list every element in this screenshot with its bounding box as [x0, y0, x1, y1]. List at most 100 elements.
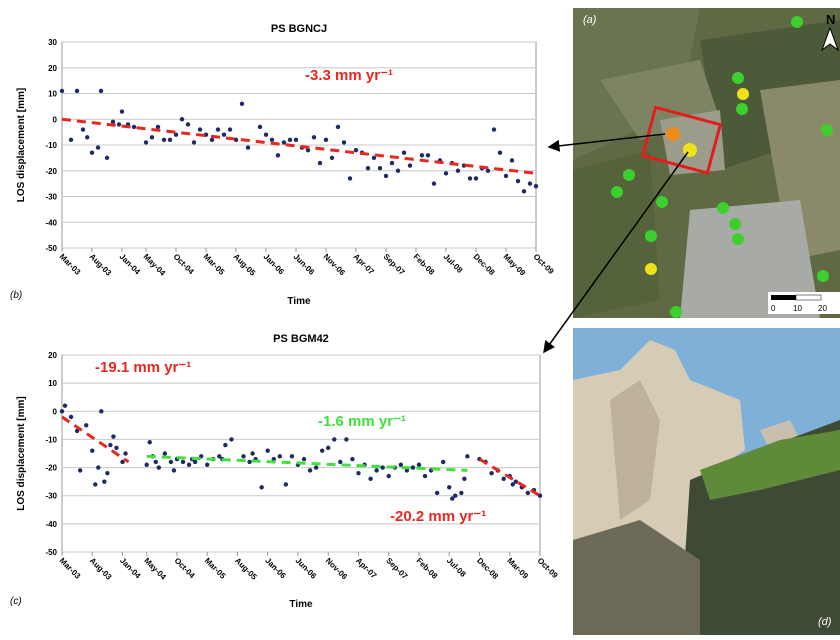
y-tick-label: 0: [53, 115, 58, 124]
data-point: [116, 122, 122, 127]
y-axis-label: LOS displacement [mm]: [16, 396, 27, 510]
x-tick-label: Mar-05: [202, 252, 227, 277]
data-point: [341, 140, 347, 145]
x-tick-label: Aug-05: [233, 556, 259, 582]
data-point: [74, 428, 80, 434]
data-point: [525, 490, 531, 496]
data-point: [410, 465, 416, 470]
data-point: [271, 456, 276, 462]
data-point: [197, 127, 203, 132]
data-point: [510, 482, 515, 487]
data-point: [85, 135, 90, 140]
trend-line: [146, 454, 468, 472]
data-point: [383, 173, 389, 179]
data-point: [119, 109, 125, 114]
data-point: [179, 117, 185, 122]
data-point: [205, 462, 210, 467]
x-axis-label: Time: [289, 599, 313, 610]
x-tick-label: Jul-08: [445, 556, 468, 579]
x-tick-label: Jun-06: [292, 252, 317, 277]
data-point: [440, 459, 446, 465]
data-point: [434, 490, 440, 496]
data-point: [371, 155, 377, 161]
data-point: [111, 434, 116, 439]
y-tick-label: 20: [48, 64, 57, 73]
data-point: [89, 150, 95, 155]
x-tick-label: Jan-04: [118, 252, 143, 277]
data-point: [98, 88, 104, 94]
arrow: [547, 133, 666, 152]
panel-label: (b): [10, 290, 22, 301]
north-label: N: [826, 12, 835, 27]
data-point: [250, 451, 255, 456]
data-point: [245, 145, 251, 150]
data-point: [485, 168, 491, 173]
x-axis-label: Time: [287, 296, 311, 307]
data-point: [419, 153, 425, 158]
panel-label: (d): [818, 616, 832, 628]
x-tick-label: Mar-03: [58, 252, 83, 277]
data-point: [307, 468, 313, 473]
data-point: [167, 137, 173, 143]
data-point: [99, 409, 104, 414]
y-tick-label: -20: [45, 167, 57, 176]
data-point: [380, 465, 385, 470]
data-point: [515, 178, 521, 184]
data-point: [131, 124, 137, 130]
trend-line: [61, 415, 130, 464]
data-point: [191, 140, 197, 145]
data-point: [407, 163, 413, 168]
x-tick-label: Sep-07: [382, 252, 407, 277]
plot-area: [61, 354, 541, 553]
data-point: [223, 442, 228, 448]
data-point: [263, 132, 269, 137]
data-point: [443, 171, 449, 176]
y-tick-label: -30: [45, 193, 57, 202]
data-point: [462, 476, 467, 482]
data-point: [501, 476, 506, 482]
data-point: [356, 471, 361, 476]
data-point: [431, 181, 437, 186]
trend-label: -3.3 mm yr⁻¹: [305, 67, 393, 84]
x-tick-label: Mar-09: [505, 556, 530, 581]
data-point: [62, 403, 68, 408]
photo-image: [573, 328, 840, 635]
data-point: [147, 440, 152, 445]
x-tick-label: Oct-04: [173, 556, 197, 580]
data-point: [313, 465, 319, 470]
x-tick-label: May-04: [142, 556, 168, 582]
data-point: [389, 160, 395, 166]
y-tick-label: -40: [45, 520, 57, 529]
data-point: [68, 137, 74, 143]
data-point: [186, 462, 192, 467]
data-point: [247, 459, 252, 465]
data-point: [120, 459, 125, 465]
x-tick-label: Oct-09: [536, 556, 560, 580]
y-tick-label: -10: [45, 141, 57, 150]
data-point: [221, 132, 227, 137]
data-point: [287, 137, 293, 143]
x-tick-label: Nov-06: [322, 252, 348, 278]
trend-line: [478, 457, 541, 497]
arrow: [543, 151, 689, 354]
data-point: [77, 468, 83, 473]
data-point: [332, 437, 337, 442]
data-point: [143, 140, 149, 145]
data-point: [259, 485, 264, 490]
scale-label: 10: [793, 304, 802, 313]
data-point: [447, 485, 452, 490]
data-point: [398, 462, 404, 467]
data-point: [305, 147, 311, 153]
data-point: [338, 459, 343, 465]
data-point: [404, 468, 410, 473]
data-point: [96, 465, 101, 470]
y-tick-label: 0: [53, 407, 58, 416]
data-point: [161, 137, 167, 143]
y-tick-label: -50: [45, 244, 57, 253]
x-tick-label: Apr-07: [352, 252, 377, 277]
data-point: [453, 493, 458, 498]
data-point: [293, 137, 299, 143]
data-point: [281, 140, 287, 145]
data-point: [289, 454, 295, 459]
panel-label: (c): [10, 596, 22, 607]
